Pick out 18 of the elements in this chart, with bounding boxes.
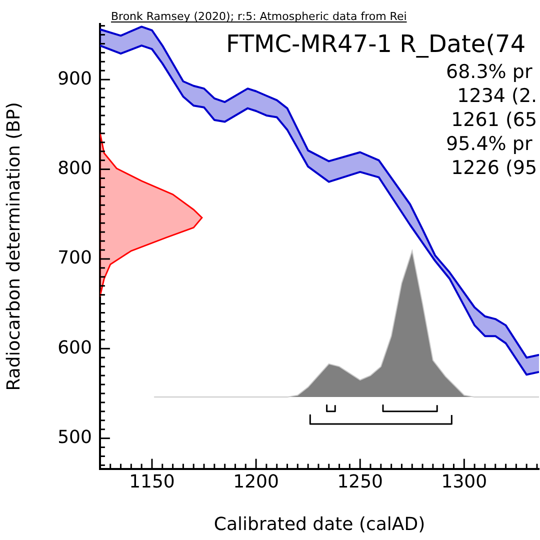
chart-subtitle: Bronk Ramsey (2020); r:5: Atmospheric data from Rei bbox=[111, 10, 407, 23]
chart-title: FTMC-MR47-1 R_Date(74 bbox=[226, 30, 526, 58]
annotation: 1226 (95 bbox=[451, 157, 538, 179]
x-tick-label: 1300 bbox=[441, 471, 488, 492]
annotation: 1234 (2. bbox=[457, 85, 538, 107]
y-axis-title: Radiocarbon determination (BP) bbox=[3, 102, 24, 391]
y-tick-label: 800 bbox=[58, 158, 92, 179]
x-axis-title: Calibrated date (calAD) bbox=[214, 514, 426, 535]
x-tick-label: 1200 bbox=[233, 471, 279, 492]
y-tick-label: 700 bbox=[58, 248, 92, 269]
y-tick-label: 500 bbox=[58, 426, 92, 448]
y-tick-label: 600 bbox=[58, 337, 92, 358]
annotation: 68.3% pr bbox=[446, 61, 532, 83]
y-tick-label: 900 bbox=[58, 68, 92, 90]
annotation: 1261 (65 bbox=[451, 109, 538, 131]
annotation: 95.4% pr bbox=[446, 133, 532, 155]
x-tick-label: 1250 bbox=[337, 471, 384, 492]
x-tick-label: 1150 bbox=[129, 471, 175, 492]
